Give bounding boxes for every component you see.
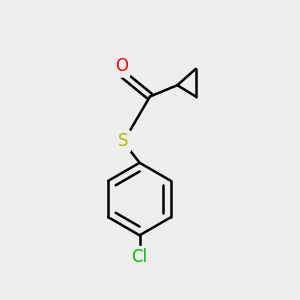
- Text: S: S: [118, 132, 128, 150]
- Text: Cl: Cl: [131, 248, 148, 266]
- Text: O: O: [115, 57, 128, 75]
